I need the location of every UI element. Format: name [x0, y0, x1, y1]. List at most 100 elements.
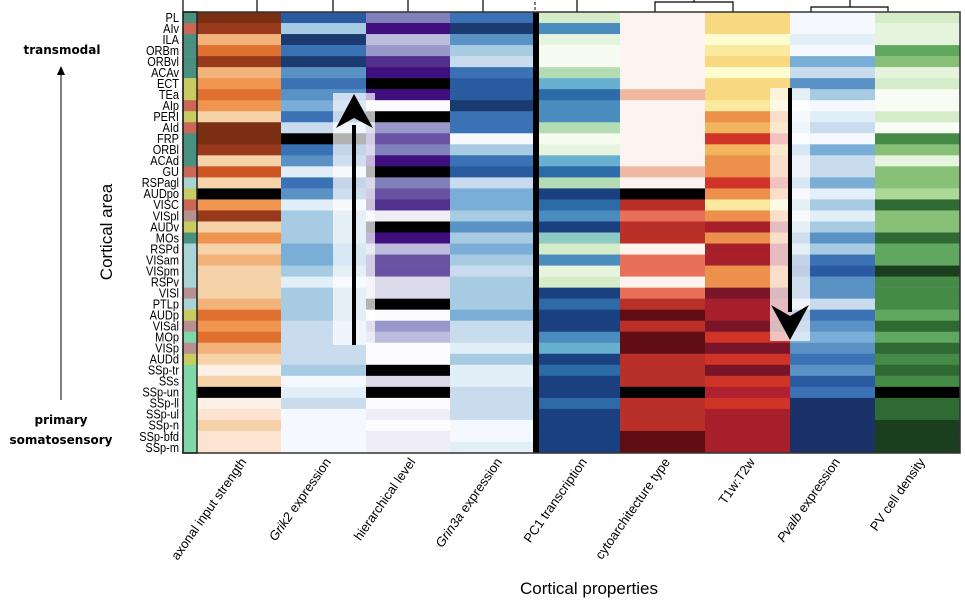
heatmap-cell [539, 89, 621, 101]
module-cell [183, 45, 197, 57]
heatmap-cell [875, 320, 961, 333]
row-label: SSp-bfd [139, 430, 179, 444]
heatmap-cell [620, 298, 706, 310]
heatmap-cell [450, 12, 540, 24]
heatmap-cell [790, 430, 876, 443]
heatmap-cell [620, 122, 706, 134]
heatmap-cell [620, 408, 706, 421]
heatmap-cell [539, 342, 621, 355]
heatmap-cell [366, 34, 451, 46]
row-label: RSPd [150, 243, 179, 257]
heatmap-cell [197, 309, 282, 321]
heatmap-cell [197, 353, 282, 366]
row-label: SSp-tr [148, 364, 179, 378]
heatmap-cell [705, 254, 791, 266]
column-label-suffix: expression [793, 455, 843, 518]
heatmap-cell [705, 265, 791, 277]
heatmap-cell [875, 144, 961, 156]
heatmap-cell [790, 133, 876, 145]
heatmap-cell [450, 155, 540, 167]
column-label: cytoarchitecture type [592, 455, 673, 562]
heatmap-cell [620, 100, 706, 112]
heatmap-cell [281, 265, 367, 277]
heatmap-cell [366, 67, 451, 79]
heatmap-cell [539, 166, 621, 178]
heatmap-cell [790, 155, 876, 167]
heatmap-cell [875, 364, 961, 377]
heatmap-cell [366, 309, 451, 321]
heatmap-cell [281, 133, 367, 145]
heatmap-cell [620, 45, 706, 57]
heatmap-cell [450, 331, 540, 344]
row-label: TEa [159, 88, 180, 102]
row-label: VISpm [146, 265, 179, 279]
column-label: T1w:T2w [715, 455, 758, 507]
heatmap-cell [620, 419, 706, 432]
module-strip-border [182, 11, 198, 454]
module-cell [183, 78, 197, 90]
heatmap-cell [705, 89, 791, 101]
heatmap-cell [450, 56, 540, 68]
row-label: PTLp [153, 298, 180, 312]
heatmap-cell [620, 353, 706, 366]
heatmap-cell [539, 408, 621, 421]
heatmap-cell [197, 166, 282, 178]
heatmap-cell [450, 375, 540, 388]
y-axis-label: Cortical area [97, 183, 116, 280]
heatmap-cell [366, 210, 451, 222]
heatmap-cell [790, 331, 876, 344]
heatmap-cell [539, 199, 621, 211]
heatmap-cell [281, 155, 367, 167]
heatmap-cell [790, 210, 876, 222]
column-label: hierarchical level [351, 455, 419, 543]
heatmap-cell [197, 375, 282, 388]
module-cell [183, 34, 197, 46]
heatmap-cell [197, 67, 282, 79]
heatmap-cell [281, 188, 367, 200]
gradient-arrow-head-icon [57, 66, 65, 75]
heatmap-cell [281, 122, 367, 134]
heatmap-cell [539, 111, 621, 123]
heatmap-cell [875, 89, 961, 101]
heatmap-cell [450, 287, 540, 299]
heatmap-cell [539, 188, 621, 200]
heatmap-cell [366, 122, 451, 134]
heatmap-cell [705, 210, 791, 222]
heatmap-cell [366, 342, 451, 355]
heatmap-cell [450, 320, 540, 333]
heatmap-cell [366, 221, 451, 233]
heatmap-cell [450, 89, 540, 101]
heatmap-cell [281, 309, 367, 321]
heatmap-cell [539, 67, 621, 79]
module-cell [183, 122, 197, 134]
heatmap-cell [197, 199, 282, 211]
heatmap-cell [705, 430, 791, 443]
heatmap-cell [197, 177, 282, 189]
module-cell [183, 265, 197, 277]
heatmap-cell [450, 100, 540, 112]
heatmap-cell [197, 78, 282, 90]
row-label: ACAv [151, 66, 179, 80]
heatmap-cell [705, 111, 791, 123]
module-cell [183, 221, 197, 233]
heatmap-cell [539, 397, 621, 410]
heatmap-cell [366, 419, 451, 432]
heatmap-cell [875, 122, 961, 134]
column-label: Pvalb expression [774, 455, 843, 545]
arrow-down-icon [771, 305, 809, 340]
heatmap-cell [197, 210, 282, 222]
heatmap-cell [620, 331, 706, 344]
heatmap-cell [366, 56, 451, 68]
heatmap-cell [197, 408, 282, 421]
heatmap-cell [450, 441, 540, 454]
up-arrow-overlay [333, 93, 375, 345]
heatmap-cell [281, 232, 367, 244]
heatmap-cell [450, 364, 540, 377]
heatmap-cell [197, 111, 282, 123]
heatmap-cell [366, 364, 451, 377]
heatmap-cell [539, 364, 621, 377]
heatmap-cell [450, 166, 540, 178]
heatmap-cell [450, 408, 540, 421]
heatmap-cell [539, 232, 621, 244]
module-cell [183, 155, 197, 167]
